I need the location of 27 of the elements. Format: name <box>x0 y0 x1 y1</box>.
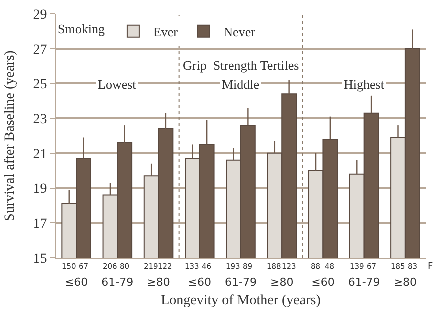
annotation: Lowest <box>98 77 137 92</box>
y-tick-label: 27 <box>33 42 48 58</box>
x-tick-label: ≤60 <box>64 276 88 290</box>
x-tick-label: ≥80 <box>270 276 294 290</box>
x-tick-label: 61-79 <box>225 276 257 290</box>
y-tick-label: 15 <box>33 252 48 267</box>
annotation: Highest <box>344 77 385 92</box>
y-tick-label: 17 <box>33 217 48 232</box>
x-tick-label: 61-79 <box>348 276 380 290</box>
x-tick-label: 61-79 <box>102 276 134 290</box>
y-tick-label: 19 <box>33 182 48 198</box>
x-tick-label: ≥80 <box>394 276 418 290</box>
legend-label: Never <box>224 24 256 40</box>
annotation: Grip Strength Tertiles <box>183 58 300 73</box>
text: F <box>428 262 434 272</box>
x-tick-label: ≤60 <box>312 276 335 290</box>
x-tick-label: ≤60 <box>188 276 212 290</box>
x-axis-title: Longevity of Mother (years) <box>161 294 322 308</box>
y-axis-title: Survival after Baseline (years) <box>2 50 18 222</box>
y-tick-label: 21 <box>33 147 48 162</box>
y-tick-label: 29 <box>33 8 48 23</box>
legend-title: Smoking <box>58 21 106 36</box>
x-tick-label: ≥80 <box>147 276 170 290</box>
y-tick-label: 23 <box>33 112 48 128</box>
annotation: Middle <box>222 77 260 92</box>
legend-label: Ever <box>153 24 179 40</box>
y-tick-label: 25 <box>33 78 48 93</box>
